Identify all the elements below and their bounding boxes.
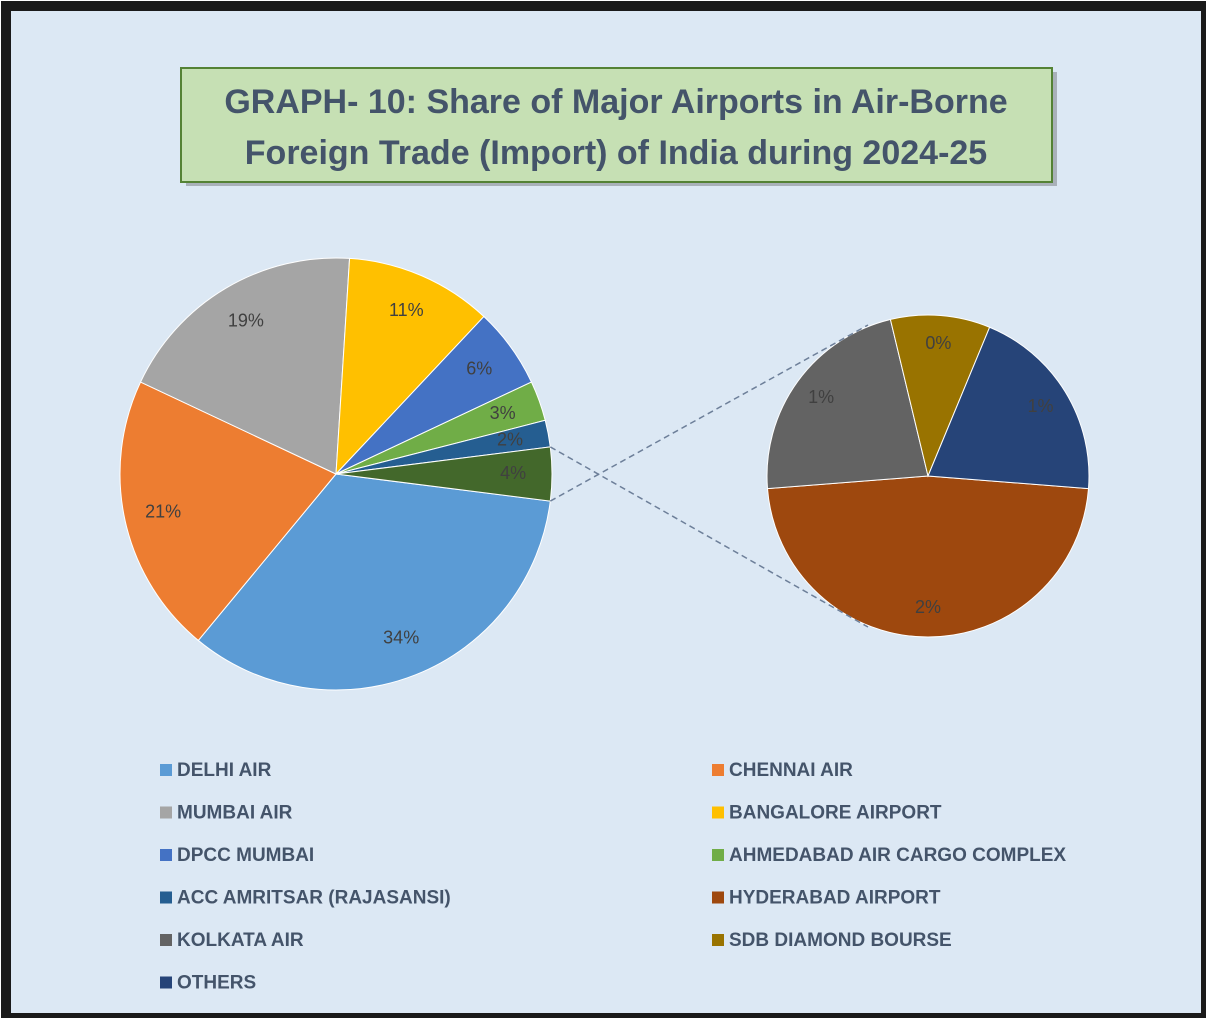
- legend-swatch: [160, 976, 172, 989]
- legend-label: MUMBAI AIR: [177, 803, 293, 824]
- pie-slice: [927, 326, 1090, 490]
- pie-slice: [335, 257, 485, 476]
- legend-label: AHMEDABAD AIR CARGO COMPLEX: [729, 845, 1066, 866]
- data-label: 21%: [145, 501, 181, 521]
- legend-label: DELHI AIR: [177, 760, 272, 781]
- legend-label: CHENNAI AIR: [729, 760, 853, 781]
- pie-slice: [766, 318, 929, 490]
- legend-swatch: [712, 764, 724, 776]
- connector-line: [549, 324, 869, 502]
- pie-slice: [197, 473, 551, 691]
- legend-swatch: [160, 806, 172, 819]
- legend-label: OTHERS: [177, 973, 256, 994]
- pie-slice: [119, 381, 337, 642]
- legend-label: KOLKATA AIR: [177, 930, 304, 951]
- connector-line: [549, 446, 869, 628]
- pie-slice: [139, 257, 351, 475]
- data-label: 0%: [925, 333, 951, 353]
- chart-title: GRAPH- 10: Share of Major Airports in Ai…: [224, 83, 1007, 121]
- data-label: 1%: [808, 387, 834, 407]
- pie-slice: [889, 314, 991, 478]
- legend-swatch: [160, 934, 172, 946]
- data-label: 6%: [466, 359, 492, 379]
- chart-title: Foreign Trade (Import) of India during 2…: [245, 134, 987, 172]
- data-label: 2%: [497, 430, 523, 450]
- legend-swatch: [160, 849, 172, 861]
- legend-swatch: [712, 849, 724, 861]
- data-label: 4%: [500, 463, 526, 483]
- data-label: 11%: [389, 300, 424, 320]
- legend-label: ACC AMRITSAR (RAJASANSI): [177, 888, 451, 909]
- pie-slice: [766, 475, 1090, 638]
- legend-swatch: [712, 806, 724, 819]
- data-label: 34%: [383, 627, 419, 647]
- title-box: [180, 67, 1053, 183]
- legend-swatch: [160, 764, 172, 776]
- data-label: 3%: [490, 403, 516, 423]
- legend-label: SDB DIAMOND BOURSE: [729, 930, 952, 951]
- data-label: 2%: [915, 597, 941, 617]
- data-label: 1%: [1028, 396, 1054, 416]
- legend-label: DPCC MUMBAI: [177, 845, 314, 866]
- legend-swatch: [160, 891, 172, 904]
- legend-swatch: [712, 891, 724, 904]
- legend-swatch: [712, 934, 724, 946]
- data-label: 19%: [228, 310, 264, 330]
- legend-label: BANGALORE AIRPORT: [729, 803, 942, 824]
- legend-label: HYDERABAD AIRPORT: [729, 888, 941, 909]
